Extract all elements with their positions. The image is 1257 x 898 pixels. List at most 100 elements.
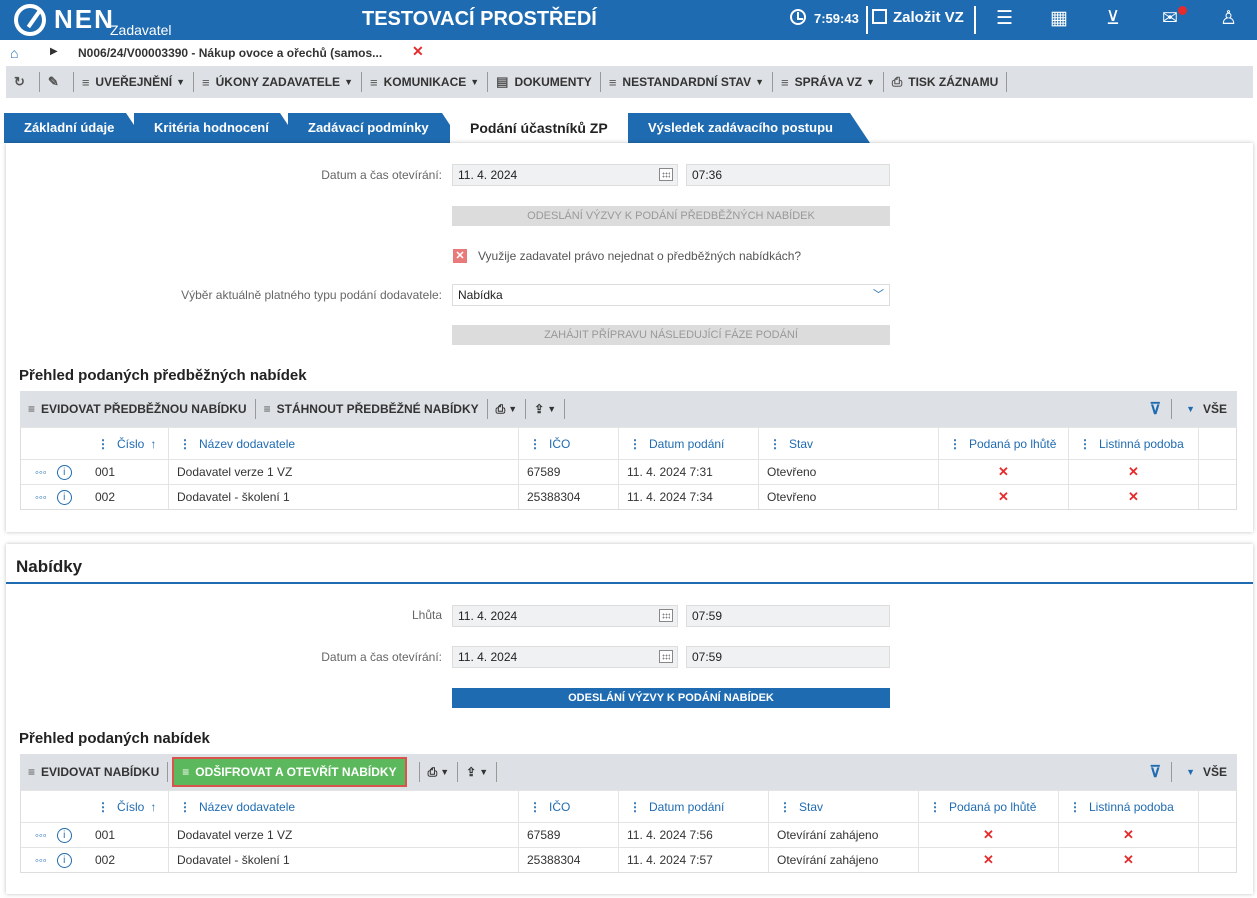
edit-button[interactable]: ✎ — [40, 66, 73, 98]
column-menu-icon[interactable]: ⋮ — [1079, 436, 1091, 451]
row-actions[interactable]: ◦◦◦ i — [35, 490, 72, 505]
column-menu-icon[interactable]: ⋮ — [929, 799, 941, 814]
more-icon[interactable]: ◦◦◦ — [35, 854, 47, 867]
column-menu-icon[interactable]: ⋮ — [97, 799, 109, 814]
table-row[interactable]: ◦◦◦ i 001 Dodavatel verze 1 VZ 67589 11. … — [21, 822, 1236, 847]
menu-icon[interactable]: ☰ — [996, 8, 1014, 29]
column-menu-icon[interactable]: ⋮ — [1069, 799, 1081, 814]
col-date[interactable]: ⋮ Datum podání — [618, 428, 724, 459]
filter-icon[interactable]: ⊽ — [1149, 401, 1162, 418]
col-date[interactable]: ⋮ Datum podání — [618, 791, 724, 822]
mail-icon[interactable]: ✉ — [1162, 8, 1178, 29]
row-actions[interactable]: ◦◦◦ i — [35, 465, 72, 480]
send-invitation-button[interactable]: ODESLÁNÍ VÝZVY K PODÁNÍ NABÍDEK — [452, 688, 890, 708]
info-icon[interactable]: i — [56, 490, 72, 505]
tab-basic-info[interactable]: Základní údaje — [4, 113, 146, 143]
table-row[interactable]: ◦◦◦ i 001 Dodavatel verze 1 VZ 67589 11. … — [21, 459, 1236, 484]
col-paper[interactable]: ⋮ Listinná podoba — [1068, 428, 1184, 459]
more-icon[interactable]: ◦◦◦ — [35, 491, 47, 504]
column-menu-icon[interactable]: ⋮ — [779, 799, 791, 814]
notification-badge — [1178, 6, 1187, 15]
row-actions[interactable]: ◦◦◦ i — [35, 828, 72, 843]
negotiation-checkbox[interactable]: ✕ — [453, 249, 467, 263]
table-row[interactable]: ◦◦◦ i 002 Dodavatel - školení 1 25388304 … — [21, 847, 1236, 872]
toolbar-print[interactable]: ⎙ TISK ZÁZNAMU — [891, 74, 999, 89]
column-menu-icon[interactable]: ⋮ — [769, 436, 781, 451]
col-late[interactable]: ⋮ Podaná po lhůtě — [918, 791, 1036, 822]
deadline-date-field[interactable]: 11. 4. 2024 — [452, 605, 678, 627]
print-menu-button[interactable]: ⎙ ▼ — [488, 391, 526, 427]
column-menu-icon[interactable]: ⋮ — [529, 436, 541, 451]
col-supplier[interactable]: ⋮ Název dodavatele — [168, 791, 295, 822]
caret-down-icon[interactable]: ▼ — [1186, 767, 1195, 777]
refresh-button[interactable]: ↻ — [6, 66, 39, 98]
user-icon[interactable]: ♙ — [1220, 8, 1238, 29]
calculator-icon[interactable]: ▦ — [1050, 8, 1068, 29]
column-menu-icon[interactable]: ⋮ — [949, 436, 961, 451]
breadcrumb-current[interactable]: N006/24/V00003390 - Nákup ovoce a ořechů… — [78, 46, 383, 60]
toolbar-nonstandard[interactable]: ≡ NESTANDARDNÍ STAV ▼ — [608, 74, 764, 90]
col-state[interactable]: ⋮ Stav — [758, 428, 813, 459]
col-paper[interactable]: ⋮ Listinná podoba — [1058, 791, 1174, 822]
open-time-field[interactable]: 07:36 — [686, 164, 890, 186]
submission-type-select[interactable]: Nabídka ﹀ — [452, 284, 890, 306]
tab-result[interactable]: Výsledek zadávacího postupu — [628, 113, 870, 143]
deadline-time-field[interactable]: 07:59 — [686, 605, 890, 627]
col-state[interactable]: ⋮ Stav — [768, 791, 823, 822]
calendar-icon[interactable] — [659, 168, 673, 181]
column-menu-icon[interactable]: ⋮ — [179, 436, 191, 451]
col-ico[interactable]: ⋮ IČO — [518, 428, 570, 459]
record-offer-button[interactable]: ≡ EVIDOVAT NABÍDKU — [28, 765, 160, 779]
close-icon[interactable]: ✕ — [412, 43, 424, 59]
export-menu-button[interactable]: ⇪ ▼ — [458, 754, 496, 790]
record-preliminary-button[interactable]: ≡ EVIDOVAT PŘEDBĚŽNOU NABÍDKU — [28, 402, 247, 416]
toolbar-vz-admin[interactable]: ≡ SPRÁVA VZ ▼ — [781, 74, 875, 90]
column-menu-icon[interactable]: ⋮ — [629, 436, 641, 451]
more-icon[interactable]: ◦◦◦ — [35, 466, 47, 479]
toolbar-documents[interactable]: ▤ DOKUMENTY — [496, 74, 592, 89]
col-supplier[interactable]: ⋮ Název dodavatele — [168, 428, 295, 459]
send-preliminary-invitation-button[interactable]: ODESLÁNÍ VÝZVY K PODÁNÍ PŘEDBĚŽNÝCH NABÍ… — [452, 206, 890, 226]
info-icon[interactable]: i — [56, 853, 72, 868]
open-date-field[interactable]: 11. 4. 2024 — [452, 164, 678, 186]
info-icon[interactable]: i — [56, 828, 72, 843]
toolbar-publish[interactable]: ≡ UVEŘEJNĚNÍ ▼ — [81, 74, 186, 90]
table-row[interactable]: ◦◦◦ i 002 Dodavatel - školení 1 25388304 … — [21, 484, 1236, 509]
toolbar-actions[interactable]: ≡ ÚKONY ZADAVATELE ▼ — [202, 74, 353, 90]
print-menu-button[interactable]: ⎙ ▼ — [420, 754, 458, 790]
filter-all[interactable]: VŠE — [1202, 765, 1227, 779]
column-menu-icon[interactable]: ⋮ — [529, 799, 541, 814]
offers-open-time-field[interactable]: 07:59 — [686, 646, 890, 668]
column-menu-icon[interactable]: ⋮ — [629, 799, 641, 814]
calendar-icon[interactable] — [659, 650, 673, 663]
decrypt-open-offers-button[interactable]: ≡ ODŠIFROVAT A OTEVŘÍT NABÍDKY — [172, 757, 407, 787]
inbox-icon[interactable]: ⊻ — [1106, 8, 1120, 29]
filter-icon[interactable]: ⊽ — [1149, 764, 1162, 781]
tab-conditions[interactable]: Zadávací podmínky — [288, 113, 462, 143]
caret-down-icon[interactable]: ▼ — [1186, 404, 1195, 414]
more-icon[interactable]: ◦◦◦ — [35, 829, 47, 842]
col-ico[interactable]: ⋮ IČO — [518, 791, 570, 822]
col-number[interactable]: ⋮ Číslo ↑ — [97, 799, 157, 814]
home-icon[interactable]: ⌂ — [10, 45, 19, 61]
col-number[interactable]: ⋮ Číslo ↑ — [97, 436, 157, 451]
list-action-icon: ≡ — [182, 765, 190, 779]
cell-paper: ✕ — [1058, 823, 1198, 847]
column-menu-icon[interactable]: ⋮ — [179, 799, 191, 814]
download-preliminary-button[interactable]: ≡ STÁHNOUT PŘEDBĚŽNÉ NABÍDKY — [263, 402, 479, 416]
column-menu-icon[interactable]: ⋮ — [97, 436, 109, 451]
start-next-phase-button[interactable]: ZAHÁJIT PŘÍPRAVU NÁSLEDUJÍCÍ FÁZE PODÁNÍ — [452, 325, 890, 345]
app-logo-text[interactable]: NEN — [54, 4, 115, 34]
info-icon[interactable]: i — [56, 465, 72, 480]
nen-logo-icon[interactable] — [14, 4, 46, 36]
create-vz-button[interactable]: Založit VZ — [872, 9, 964, 26]
tab-submissions[interactable]: Podání účastníků ZP — [450, 113, 640, 143]
tab-criteria[interactable]: Kritéria hodnocení — [134, 113, 300, 143]
toolbar-communication[interactable]: ≡ KOMUNIKACE ▼ — [369, 74, 480, 90]
offers-open-date-field[interactable]: 11. 4. 2024 — [452, 646, 678, 668]
export-menu-button[interactable]: ⇪ ▼ — [526, 391, 564, 427]
row-actions[interactable]: ◦◦◦ i — [35, 853, 72, 868]
col-late[interactable]: ⋮ Podaná po lhůtě — [938, 428, 1056, 459]
filter-all[interactable]: VŠE — [1202, 402, 1227, 416]
calendar-icon[interactable] — [659, 609, 673, 622]
